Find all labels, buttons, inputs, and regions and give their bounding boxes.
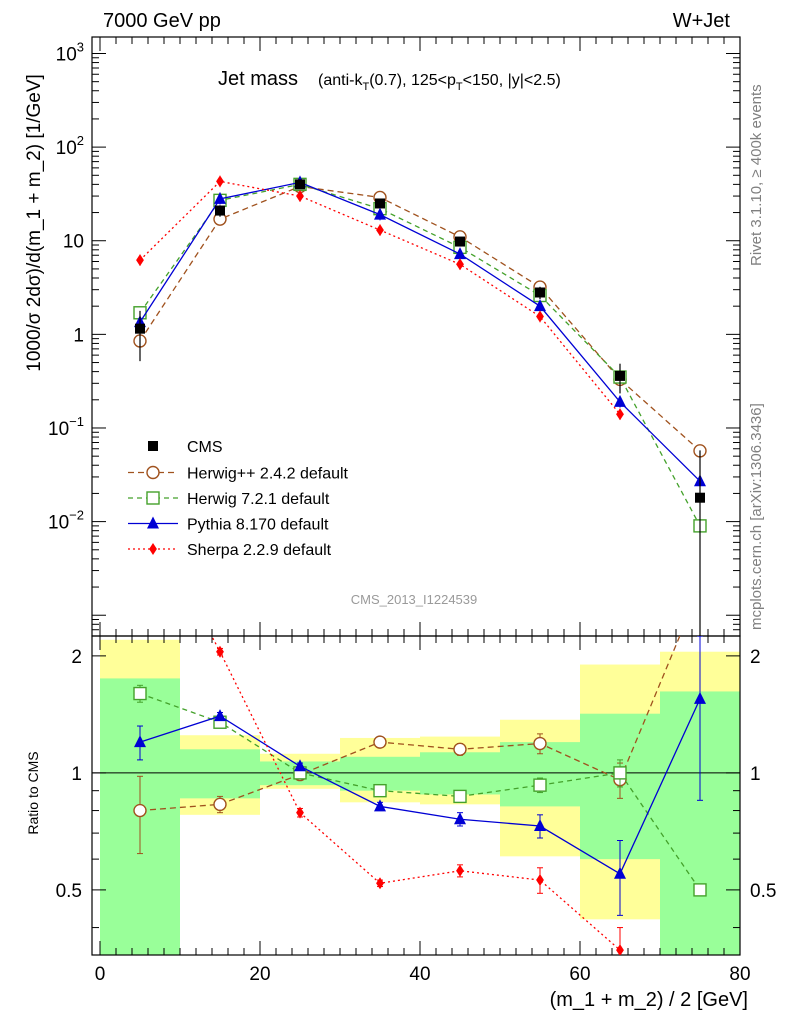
herwig-7-2-1-default-ratio-point bbox=[613, 766, 627, 780]
herwig-7-2-1-default-ratio-point bbox=[133, 686, 147, 701]
legend-marker bbox=[146, 465, 160, 480]
x-tick-label: 20 bbox=[249, 964, 270, 985]
sherpa-2-2-9-default-ratio-point bbox=[616, 944, 624, 955]
herwig-2-4-2-default-ratio-point bbox=[453, 742, 467, 756]
ratio-axis-title: Ratio to CMS bbox=[25, 751, 41, 834]
legend-label: Herwig++ 2.4.2 default bbox=[187, 466, 349, 483]
herwig-2-4-2-default-ratio-line bbox=[139, 636, 681, 812]
pythia-8-170-default-ratio-point bbox=[614, 866, 626, 879]
legend-marker bbox=[146, 491, 160, 505]
herwig-2-4-2-default-ratio-point bbox=[533, 736, 547, 751]
cms-point bbox=[615, 370, 625, 381]
legend: CMS Herwig++ 2.4.2 default Herwig 7.2.1 de… bbox=[128, 439, 349, 559]
cms-point bbox=[375, 198, 385, 209]
ratio-plot: 0 20 40 60 80 0.5 0.5 1 1 2 2 bbox=[56, 635, 776, 985]
plot-subtitle: (anti-kT(0.7), 125<pT<150, |y|<2.5) bbox=[318, 72, 561, 93]
x-tick-label: 80 bbox=[729, 964, 750, 985]
legend-label: Herwig 7.2.1 default bbox=[187, 491, 330, 508]
watermark: CMS_2013_I1224539 bbox=[351, 592, 478, 607]
sherpa-2-2-9-default-point bbox=[456, 258, 464, 271]
legend-label: Sherpa 2.2.9 default bbox=[187, 542, 332, 559]
sherpa-2-2-9-default-ratio-point bbox=[376, 877, 384, 890]
pythia-8-170-default-ratio-point bbox=[134, 735, 146, 748]
legend-label-cms: CMS bbox=[187, 439, 223, 456]
pythia-8-170-default-ratio-point bbox=[534, 819, 546, 832]
ratio-tick-label: 1 bbox=[71, 764, 82, 785]
sherpa-2-2-9-default-ratio-point bbox=[216, 645, 224, 658]
pythia-8-170-default-ratio-point bbox=[374, 799, 386, 812]
y-tick-label: 10−2 bbox=[48, 508, 84, 534]
main-plot: 10−2 10−1 1 10 102 103 bbox=[48, 36, 741, 637]
plot-title: Jet mass bbox=[218, 68, 298, 90]
cms-point bbox=[215, 205, 225, 216]
ratio-series bbox=[133, 636, 707, 955]
herwig-7-2-1-default-ratio-point bbox=[373, 783, 387, 798]
sherpa-2-2-9-default-point bbox=[216, 175, 224, 188]
cms-point bbox=[695, 492, 705, 503]
legend-marker-cms bbox=[148, 441, 158, 451]
legend-marker bbox=[149, 543, 157, 555]
pythia-8-170-default-ratio-point bbox=[214, 709, 226, 722]
header-process: W+Jet bbox=[673, 10, 731, 32]
herwig-7-2-1-default-ratio-point bbox=[693, 883, 707, 897]
pythia-8-170-default-line bbox=[139, 181, 701, 482]
legend-label: Pythia 8.170 default bbox=[187, 517, 329, 534]
sherpa-2-2-9-default-point bbox=[616, 408, 624, 421]
ratio-tick-label-right: 0.5 bbox=[750, 881, 776, 902]
legend-marker bbox=[147, 516, 159, 529]
pythia-8-170-default-ratio-line bbox=[139, 698, 701, 875]
x-tick-label: 60 bbox=[569, 964, 590, 985]
sherpa-2-2-9-default-point bbox=[296, 190, 304, 203]
pythia-8-170-default-point bbox=[374, 207, 386, 220]
pythia-8-170-default-ratio-point bbox=[694, 691, 706, 704]
herwig-2-4-2-default-line bbox=[139, 185, 701, 452]
x-tick-label: 0 bbox=[95, 964, 106, 985]
ratio-tick-label-right: 1 bbox=[750, 764, 761, 785]
sherpa-2-2-9-default-ratio-point bbox=[536, 874, 544, 887]
sherpa-2-2-9-default-point bbox=[536, 310, 544, 323]
band-stat bbox=[180, 749, 260, 799]
y-axis-title: 1000/σ 2dσ)/d(m_1 + m_2) [1/GeV] bbox=[24, 74, 45, 372]
source-label: mcplots.cern.ch [arXiv:1306.3436] bbox=[748, 403, 765, 630]
herwig-7-2-1-default-line bbox=[139, 183, 701, 527]
cms-point bbox=[535, 287, 545, 298]
herwig-2-4-2-default-ratio-point bbox=[373, 735, 387, 749]
ratio-tick-label-right: 2 bbox=[750, 647, 761, 668]
sherpa-2-2-9-default-point bbox=[136, 254, 144, 267]
y-tick-label: 1 bbox=[73, 325, 84, 346]
x-axis-title: (m_1 + m_2) / 2 [GeV] bbox=[550, 989, 748, 1011]
cms-point bbox=[295, 179, 305, 190]
herwig-2-4-2-default-ratio-point bbox=[133, 803, 147, 818]
ratio-frame bbox=[91, 635, 741, 956]
sherpa-2-2-9-default-ratio-point bbox=[456, 864, 464, 877]
sherpa-2-2-9-default-ratio-point bbox=[296, 806, 304, 819]
cms-point bbox=[455, 236, 465, 247]
pythia-8-170-default-point bbox=[614, 394, 626, 407]
pythia-8-170-default-ratio-point bbox=[294, 759, 306, 772]
cms-point bbox=[135, 323, 145, 334]
sherpa-2-2-9-default-point bbox=[376, 224, 384, 237]
herwig-7-2-1-default-ratio-point bbox=[533, 778, 547, 792]
x-tick-label: 40 bbox=[409, 964, 430, 985]
pythia-8-170-default-point bbox=[454, 247, 466, 260]
rivet-version-label: Rivet 3.1.10, ≥ 400k events bbox=[748, 84, 765, 266]
y-tick-label: 10 bbox=[63, 232, 84, 253]
pythia-8-170-default-point bbox=[214, 191, 226, 204]
herwig-2-4-2-default-ratio-point bbox=[213, 797, 227, 812]
pythia-8-170-default-point bbox=[534, 299, 546, 312]
herwig-7-2-1-default-ratio-point bbox=[453, 789, 467, 804]
header-energy: 7000 GeV pp bbox=[103, 10, 221, 32]
herwig-7-2-1-default-ratio-line bbox=[139, 692, 701, 891]
ratio-tick-label: 2 bbox=[71, 647, 82, 668]
ratio-tick-label: 0.5 bbox=[56, 881, 82, 902]
y-tick-label: 103 bbox=[56, 39, 84, 65]
pythia-8-170-default-ratio-point bbox=[454, 812, 466, 825]
y-tick-label: 102 bbox=[56, 133, 84, 159]
main-series bbox=[133, 175, 707, 636]
y-tick-label: 10−1 bbox=[48, 414, 84, 440]
